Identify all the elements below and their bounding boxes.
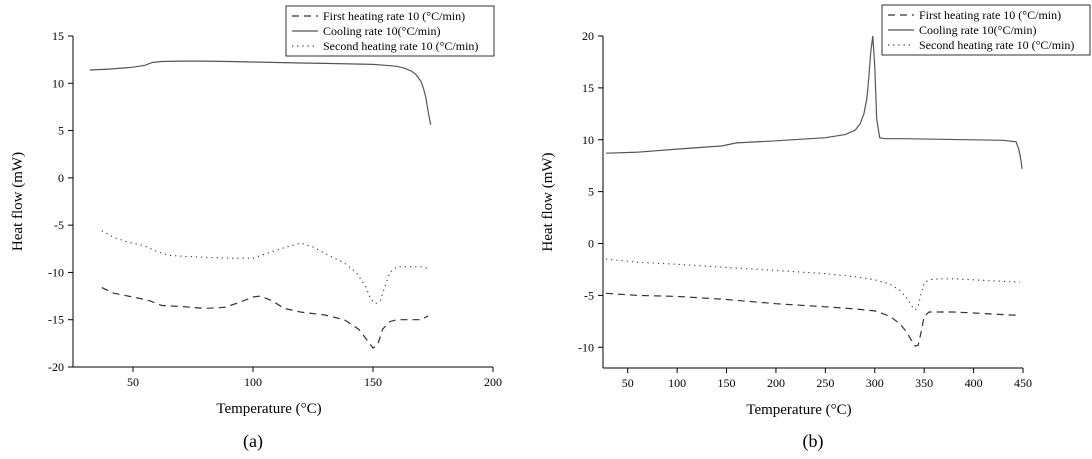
series-line-dashed (605, 292, 1020, 347)
panel-label: (b) (803, 431, 824, 452)
series-line-dashed (101, 287, 429, 349)
y-tick-label: -15 (48, 313, 64, 327)
y-tick-label: 5 (58, 124, 64, 138)
x-tick-label: 150 (718, 376, 736, 390)
x-tick-label: 450 (1014, 376, 1032, 390)
legend: First heating rate 10 (°C/min)Cooling ra… (881, 4, 1091, 56)
y-tick-label: -20 (48, 360, 64, 374)
y-tick-label: 10 (52, 76, 64, 90)
legend-box (881, 4, 1091, 56)
series-line-dotted (605, 258, 1020, 311)
y-tick-label: -10 (48, 265, 64, 279)
x-tick-label: 50 (622, 376, 634, 390)
x-tick-label: 250 (816, 376, 834, 390)
x-tick-label: 150 (364, 375, 382, 389)
y-tick-label: -5 (54, 218, 64, 232)
chart-b: 50 100 150 200 250 300 350 400 450 -10 -5 0 5 10 15 20 T… (540, 4, 1091, 452)
legend-entry: Second heating rate 10 (°C/min) (919, 38, 1074, 52)
legend: First heating rate 10 (°C/min)Cooling ra… (285, 5, 495, 57)
series-line-solid (605, 35, 1023, 169)
x-tick-label: 200 (767, 376, 785, 390)
legend-entry: Cooling rate 10(°C/min) (323, 24, 440, 38)
x-axis-label: Temperature (°C) (216, 401, 321, 417)
x-tick-label: 100 (244, 375, 262, 389)
x-tick-label: 200 (484, 375, 502, 389)
y-tick-label: 0 (58, 171, 64, 185)
legend-entry: First heating rate 10 (°C/min) (323, 9, 465, 23)
legend-entry: Second heating rate 10 (°C/min) (323, 39, 478, 53)
legend-entry: First heating rate 10 (°C/min) (919, 8, 1061, 22)
y-tick-label: 10 (582, 133, 594, 147)
y-axis-label: Heat flow (mW) (540, 152, 556, 251)
x-tick-label: 400 (965, 376, 983, 390)
y-tick-label: 0 (588, 237, 594, 251)
y-tick-label: -10 (578, 340, 594, 354)
x-axis-label: Temperature (°C) (746, 402, 851, 418)
series-line-dotted (101, 230, 429, 305)
legend-entry: Cooling rate 10(°C/min) (919, 23, 1036, 37)
x-tick-label: 100 (668, 376, 686, 390)
x-tick-label: 300 (866, 376, 884, 390)
panel-label: (a) (243, 431, 263, 452)
chart-a: 50 100 150 200 -20 -15 -10 -5 0 5 10 15 Temperature … (10, 5, 502, 452)
x-tick-label: 350 (915, 376, 933, 390)
legend-box (285, 5, 495, 57)
series-line-solid (89, 60, 432, 126)
y-tick-label: 20 (582, 29, 594, 43)
y-tick-label: 5 (588, 185, 594, 199)
y-axis-label: Heat flow (mW) (10, 152, 26, 251)
y-tick-label: 15 (52, 29, 64, 43)
y-tick-label: 15 (582, 81, 594, 95)
x-tick-label: 50 (127, 375, 139, 389)
y-tick-label: -5 (584, 288, 594, 302)
